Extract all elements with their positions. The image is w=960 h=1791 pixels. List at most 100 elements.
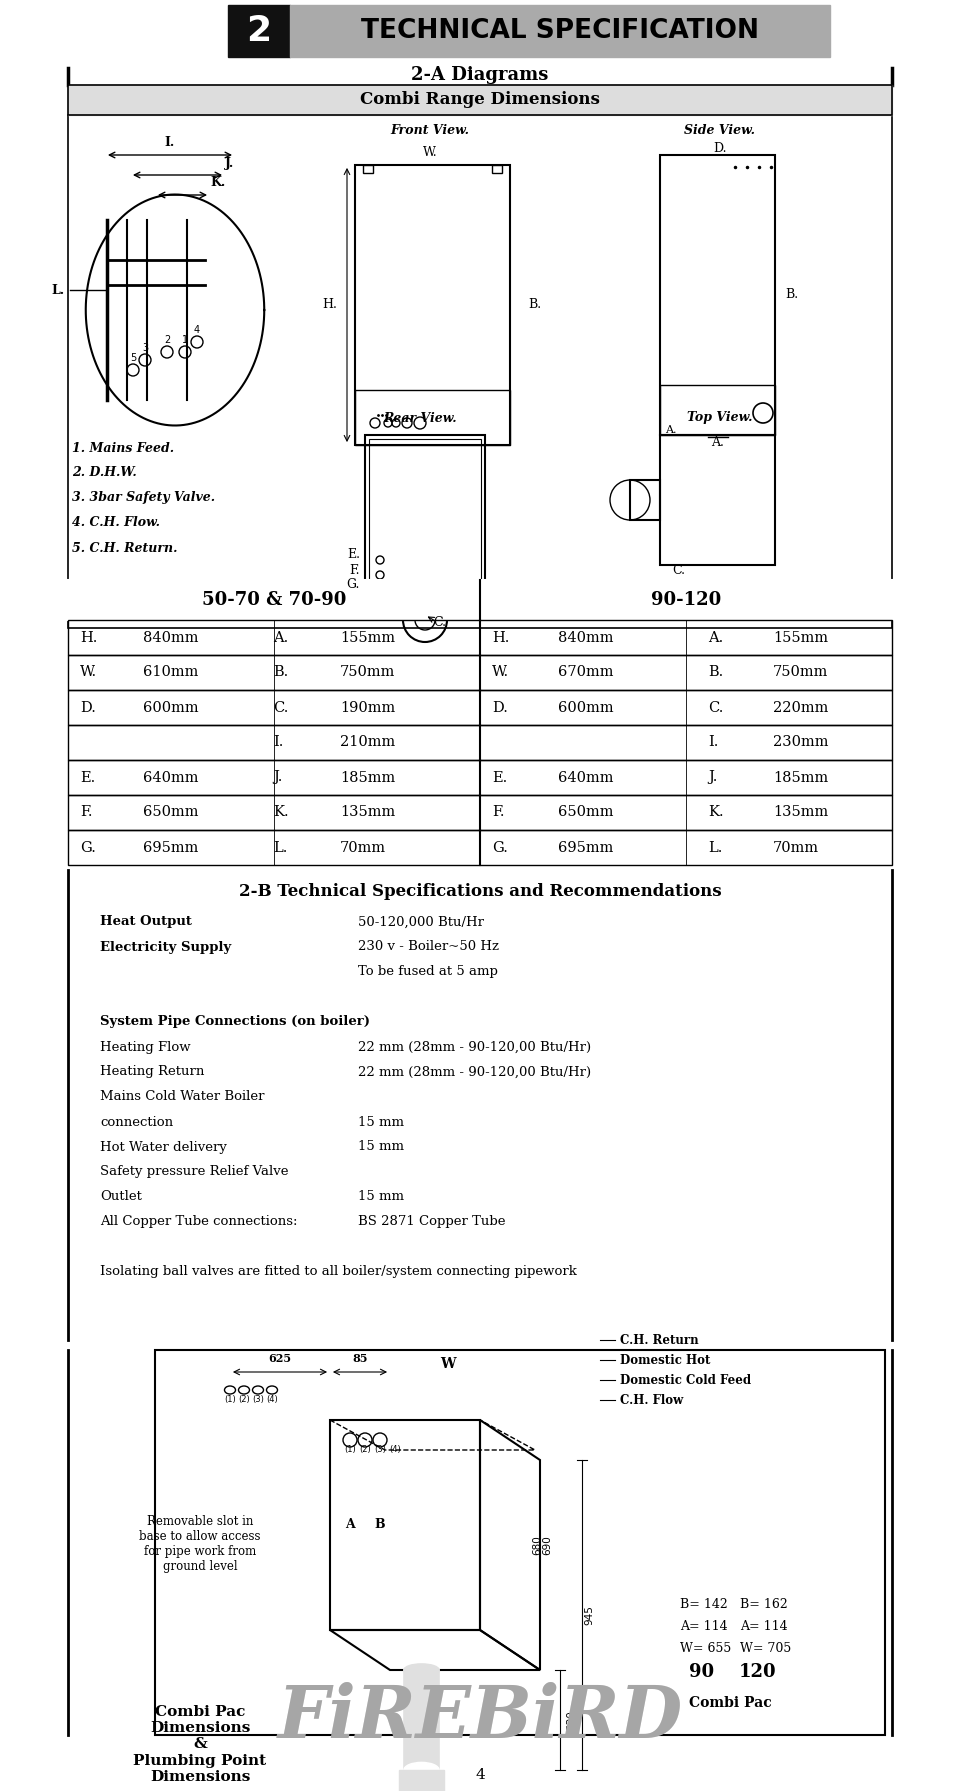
Text: 70mm: 70mm bbox=[773, 840, 819, 854]
Bar bbox=[369, 439, 481, 605]
Text: BS 2871 Copper Tube: BS 2871 Copper Tube bbox=[358, 1216, 506, 1229]
Text: Hot Water delivery: Hot Water delivery bbox=[100, 1141, 227, 1153]
Text: 210mm: 210mm bbox=[340, 736, 396, 749]
Text: Domestic Cold Feed: Domestic Cold Feed bbox=[620, 1374, 751, 1386]
Text: H.: H. bbox=[492, 630, 510, 645]
Text: 690: 690 bbox=[542, 1535, 552, 1555]
Bar bbox=[68, 725, 892, 759]
Text: connection: connection bbox=[100, 1116, 173, 1128]
Bar bbox=[228, 5, 290, 57]
Text: 155mm: 155mm bbox=[340, 630, 396, 645]
Text: Removable slot in
base to allow access
for pipe work from
ground level: Removable slot in base to allow access f… bbox=[139, 1515, 261, 1572]
Text: 840mm: 840mm bbox=[558, 630, 613, 645]
Text: 600mm: 600mm bbox=[558, 700, 613, 715]
Text: B: B bbox=[374, 1519, 385, 1531]
Bar bbox=[355, 390, 510, 444]
Text: Top View.: Top View. bbox=[687, 412, 753, 424]
Text: L.: L. bbox=[273, 840, 287, 854]
Text: 22 mm (28mm - 90-120,00 Btu/Hr): 22 mm (28mm - 90-120,00 Btu/Hr) bbox=[358, 1041, 591, 1053]
Text: A= 114: A= 114 bbox=[740, 1621, 787, 1633]
Text: 840mm: 840mm bbox=[143, 630, 199, 645]
Text: 70mm: 70mm bbox=[340, 840, 386, 854]
Text: Electricity Supply: Electricity Supply bbox=[100, 940, 231, 953]
Text: H.: H. bbox=[323, 299, 337, 312]
Text: 2. D.H.W.: 2. D.H.W. bbox=[72, 466, 136, 480]
Ellipse shape bbox=[404, 1664, 439, 1676]
Text: A.: A. bbox=[711, 437, 724, 450]
Text: 625: 625 bbox=[269, 1352, 292, 1365]
Text: Combi Pac
Dimensions
&
Plumbing Point
Dimensions: Combi Pac Dimensions & Plumbing Point Di… bbox=[133, 1705, 267, 1784]
Text: 4. C.H. Flow.: 4. C.H. Flow. bbox=[72, 516, 160, 530]
Text: J.: J. bbox=[708, 770, 717, 784]
Text: W= 655: W= 655 bbox=[680, 1642, 732, 1655]
Text: K.: K. bbox=[210, 177, 226, 190]
Text: Heating Return: Heating Return bbox=[100, 1066, 204, 1078]
Text: 1. Mains Feed.: 1. Mains Feed. bbox=[72, 442, 174, 455]
Text: Domestic Hot: Domestic Hot bbox=[620, 1354, 710, 1367]
Text: W: W bbox=[440, 1358, 456, 1370]
Text: C.H. Flow: C.H. Flow bbox=[620, 1393, 684, 1406]
Text: I.: I. bbox=[708, 736, 718, 749]
Text: 90-120: 90-120 bbox=[651, 591, 721, 609]
Text: 220mm: 220mm bbox=[773, 700, 828, 715]
Text: C.: C. bbox=[708, 700, 724, 715]
Text: 610mm: 610mm bbox=[143, 666, 199, 679]
Text: E.: E. bbox=[80, 770, 95, 784]
Text: 190mm: 190mm bbox=[340, 700, 396, 715]
Text: 85: 85 bbox=[352, 1352, 368, 1365]
Text: 3. 3bar Safety Valve.: 3. 3bar Safety Valve. bbox=[72, 491, 215, 505]
Text: Isolating ball valves are fitted to all boiler/system connecting pipework: Isolating ball valves are fitted to all … bbox=[100, 1266, 577, 1279]
Text: B.: B. bbox=[708, 666, 723, 679]
Text: (2): (2) bbox=[238, 1395, 250, 1404]
Text: To be fused at 5 amp: To be fused at 5 amp bbox=[358, 965, 498, 978]
Text: B.: B. bbox=[785, 288, 798, 301]
Text: 90: 90 bbox=[689, 1664, 714, 1682]
Text: 680: 680 bbox=[532, 1535, 542, 1555]
Text: System Pipe Connections (on boiler): System Pipe Connections (on boiler) bbox=[100, 1015, 370, 1028]
Text: (3): (3) bbox=[374, 1445, 386, 1454]
Text: D.: D. bbox=[492, 700, 508, 715]
Text: B.: B. bbox=[273, 666, 288, 679]
Text: 640mm: 640mm bbox=[558, 770, 613, 784]
Bar bbox=[68, 829, 892, 865]
Text: (3): (3) bbox=[252, 1395, 264, 1404]
Text: K.: K. bbox=[273, 806, 289, 820]
Text: Mains Cold Water Boiler: Mains Cold Water Boiler bbox=[100, 1091, 265, 1103]
Text: E.: E. bbox=[347, 548, 360, 562]
Bar bbox=[660, 385, 775, 435]
Bar bbox=[363, 165, 373, 174]
Text: H.: H. bbox=[80, 630, 97, 645]
Text: 670mm: 670mm bbox=[558, 666, 613, 679]
Text: 15 mm: 15 mm bbox=[358, 1191, 404, 1204]
Text: W= 705: W= 705 bbox=[740, 1642, 791, 1655]
Text: 185mm: 185mm bbox=[773, 770, 828, 784]
Text: FiREBiRD: FiREBiRD bbox=[277, 1682, 683, 1753]
Text: A.: A. bbox=[273, 630, 288, 645]
Text: C.: C. bbox=[672, 564, 685, 577]
Bar bbox=[355, 165, 510, 444]
Text: I.: I. bbox=[273, 736, 283, 749]
Bar bbox=[68, 620, 892, 656]
Bar bbox=[68, 656, 892, 690]
Text: Side View.: Side View. bbox=[684, 124, 756, 136]
Text: B= 162: B= 162 bbox=[740, 1598, 788, 1610]
Text: W.: W. bbox=[80, 666, 97, 679]
Text: A= 114: A= 114 bbox=[680, 1621, 728, 1633]
Text: 2-B Technical Specifications and Recommendations: 2-B Technical Specifications and Recomme… bbox=[239, 883, 721, 901]
Text: 2: 2 bbox=[247, 14, 272, 48]
Text: C.: C. bbox=[273, 700, 288, 715]
Text: Combi Pac: Combi Pac bbox=[688, 1696, 772, 1710]
Bar bbox=[375, 596, 475, 607]
Text: 5: 5 bbox=[130, 353, 136, 364]
Ellipse shape bbox=[404, 1762, 439, 1777]
Text: 2-A Diagrams: 2-A Diagrams bbox=[411, 66, 549, 84]
Bar bbox=[68, 84, 892, 115]
Bar bbox=[365, 435, 485, 611]
Text: All Copper Tube connections:: All Copper Tube connections: bbox=[100, 1216, 298, 1229]
Text: 4: 4 bbox=[194, 324, 200, 335]
Text: 3: 3 bbox=[142, 344, 148, 353]
Text: 1: 1 bbox=[182, 335, 188, 346]
Text: C.H. Return: C.H. Return bbox=[620, 1334, 699, 1347]
Bar bbox=[155, 1350, 885, 1735]
Text: F.: F. bbox=[80, 806, 92, 820]
